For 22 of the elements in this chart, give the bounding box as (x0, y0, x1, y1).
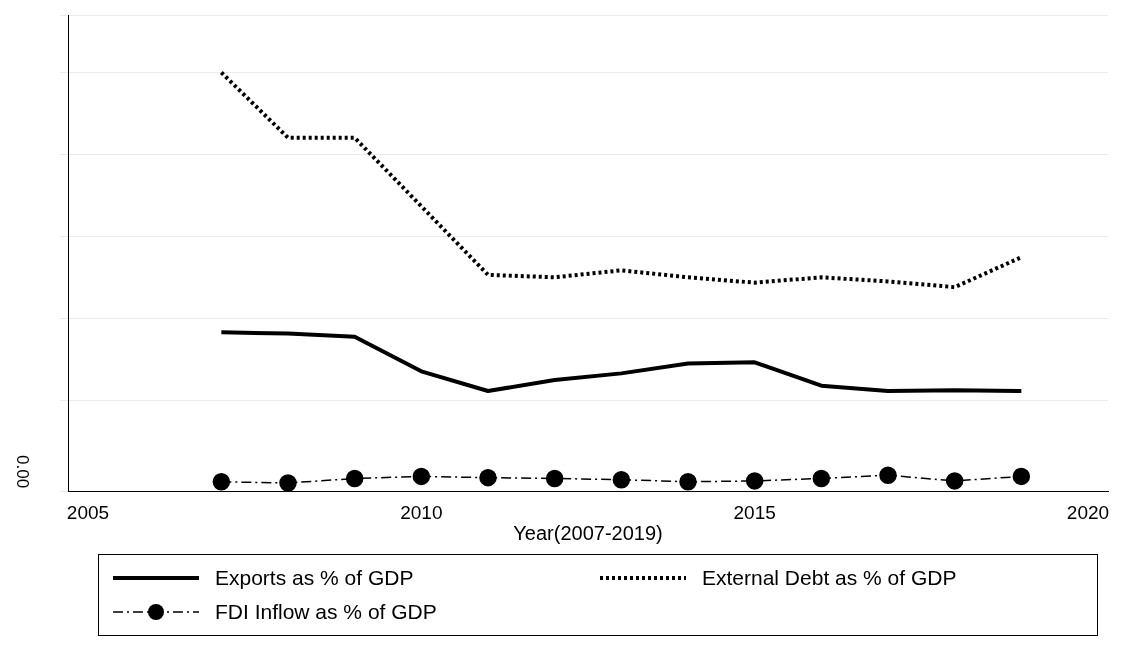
legend-label: FDI Inflow as % of GDP (215, 600, 437, 624)
point (1012, 467, 1031, 486)
point (345, 469, 364, 488)
point (545, 469, 564, 488)
x-tick-label: 2010 (400, 501, 443, 523)
x-axis-title: Year(2007-2019) (513, 521, 663, 544)
point (412, 467, 431, 486)
point (812, 469, 831, 488)
text: 0.00 (12, 455, 32, 489)
point (745, 472, 764, 490)
point (479, 468, 497, 487)
point (612, 470, 631, 489)
x-tick-label: 2015 (733, 501, 776, 523)
point (879, 466, 897, 484)
point (945, 472, 964, 490)
point (679, 473, 697, 491)
point (212, 473, 231, 491)
legend-label: External Debt as % of GDP (702, 566, 957, 590)
x-tick-label: 2005 (66, 501, 110, 523)
x-tick-label: 2020 (1066, 501, 1110, 523)
legend-label: Exports as % of GDP (215, 566, 414, 590)
point (279, 474, 297, 492)
